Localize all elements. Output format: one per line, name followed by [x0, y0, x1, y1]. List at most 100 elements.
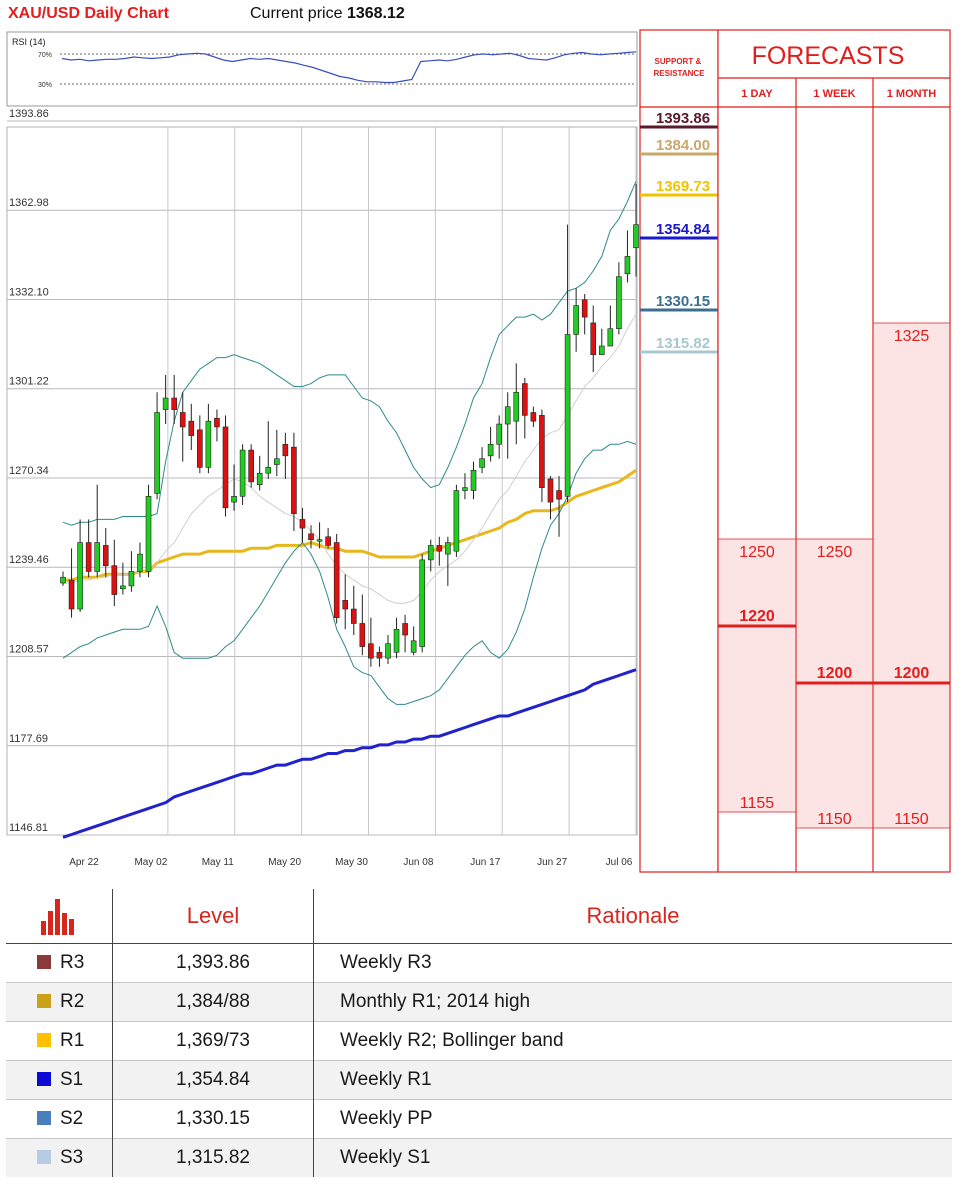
candle: [231, 464, 237, 511]
candle: [607, 305, 614, 347]
candle: [598, 328, 605, 355]
price-panel: [6, 126, 638, 836]
levels-table-row: R1 1,369/73 Weekly R2; Bollinger band: [6, 1021, 952, 1061]
levels-table-row: R3 1,393.86 Weekly R3: [6, 943, 952, 983]
candle-body-down: [291, 446, 297, 514]
candle: [462, 473, 468, 500]
price-tick-label: 1177.69: [9, 733, 48, 745]
level-name-cell: R1: [6, 1021, 113, 1061]
candle: [410, 626, 417, 656]
candle-body-up: [624, 256, 631, 275]
sr-level-label: 1369.73: [656, 178, 710, 195]
candle: [393, 617, 400, 659]
candle-body-up: [120, 585, 126, 590]
candle: [282, 432, 289, 479]
rsi-label: RSI (14): [12, 37, 46, 47]
current-price-value: 1368.12: [346, 5, 405, 22]
level-name-cell: S3: [6, 1138, 113, 1177]
forecast-title: FORECASTS: [752, 42, 905, 70]
level-rationale: Weekly PP: [340, 1108, 433, 1129]
date-tick-label: Jun 17: [470, 857, 500, 868]
candle: [325, 528, 331, 549]
candle-body-up: [385, 643, 391, 659]
candle: [547, 476, 554, 520]
candle: [308, 525, 314, 549]
levels-table-header: Level Rationale: [6, 889, 952, 944]
candle: [616, 262, 622, 335]
candle: [436, 536, 443, 566]
candle: [350, 585, 357, 636]
candle: [564, 224, 571, 503]
candle-body-down: [556, 490, 562, 500]
candle-body-down: [222, 426, 229, 509]
candle-body-up: [616, 276, 622, 329]
price-tick-label: 1146.81: [9, 822, 48, 834]
level-value: 1,393.86: [112, 943, 314, 983]
level-name-cell: R3: [6, 943, 113, 983]
candle: [120, 562, 126, 595]
candle-body-down: [530, 412, 537, 422]
indicator-lines: [62, 181, 637, 839]
candle: [154, 392, 160, 500]
levels-table-icon-header: [6, 889, 113, 944]
date-tick-label: May 11: [202, 857, 234, 868]
candle-body-up: [205, 420, 212, 468]
candles: [60, 184, 639, 667]
candle-body-up: [607, 328, 614, 347]
level-name-cell: R2: [6, 982, 113, 1022]
candle-body-up: [274, 458, 280, 465]
candle-body-down: [85, 542, 92, 572]
candle: [265, 421, 272, 479]
candle-body-down: [333, 542, 340, 618]
candle: [513, 363, 520, 445]
forecast-column-label: 1 DAY: [741, 88, 773, 100]
candle: [522, 377, 528, 439]
levels-table-row: R2 1,384/88 Monthly R1; 2014 high: [6, 982, 952, 1022]
level-swatch: [37, 1150, 51, 1164]
forecast-range: [719, 539, 795, 812]
candle-body-down: [111, 565, 118, 595]
candle: [359, 594, 366, 656]
candle: [239, 444, 246, 505]
indicator-series-line: [62, 181, 637, 526]
candle-body-down: [342, 600, 349, 610]
candle-body-down: [299, 519, 306, 529]
levels-table: Level Rationale R3 1,393.86 Weekly R3 R2 1,3…: [6, 889, 952, 1177]
candle: [581, 294, 588, 335]
candle-body-up: [598, 345, 605, 355]
chart-title: XAU/USD Daily Chart: [8, 5, 169, 22]
candle-body-up: [564, 334, 571, 497]
sr-level-label: 1384.00: [656, 137, 710, 154]
candle: [137, 542, 143, 578]
forecast-mid-label: 1200: [817, 665, 853, 682]
candle-body-up: [504, 406, 511, 425]
candle: [539, 409, 545, 503]
candle-body-down: [171, 397, 177, 410]
candle-body-up: [162, 397, 169, 410]
candle-body-down: [282, 443, 289, 457]
forecast-low-label: 1150: [817, 811, 852, 828]
level-rationale: Weekly S1: [340, 1147, 431, 1168]
forecast-low-label: 1150: [894, 811, 929, 828]
candle-body-up: [137, 553, 143, 572]
candle: [179, 392, 186, 462]
candle: [299, 507, 306, 543]
price-tick-label: 1393.86: [9, 108, 49, 120]
rsi-30-label: 30%: [38, 82, 52, 89]
levels-table-row: S2 1,330.15 Weekly PP: [6, 1099, 952, 1139]
level-name: R1: [60, 1030, 85, 1051]
candle: [188, 403, 195, 451]
price-tick-label: 1332.10: [9, 286, 49, 298]
sr-header-line1: SUPPORT &: [655, 57, 702, 66]
candle: [256, 455, 263, 491]
sr-levels: 1393.86 1384.00 1369.73 1354.84 1330.15 1315.…: [640, 110, 718, 354]
candle: [162, 374, 169, 425]
level-rationale: Weekly R2; Bollinger band: [340, 1030, 564, 1051]
price-tick-label: 1239.46: [9, 554, 49, 566]
candle: [453, 484, 460, 558]
candle-body-down: [539, 415, 545, 488]
level-name: S2: [60, 1108, 84, 1129]
candle: [496, 415, 502, 459]
candle-body-down: [402, 623, 408, 636]
candle-body-up: [496, 423, 502, 445]
